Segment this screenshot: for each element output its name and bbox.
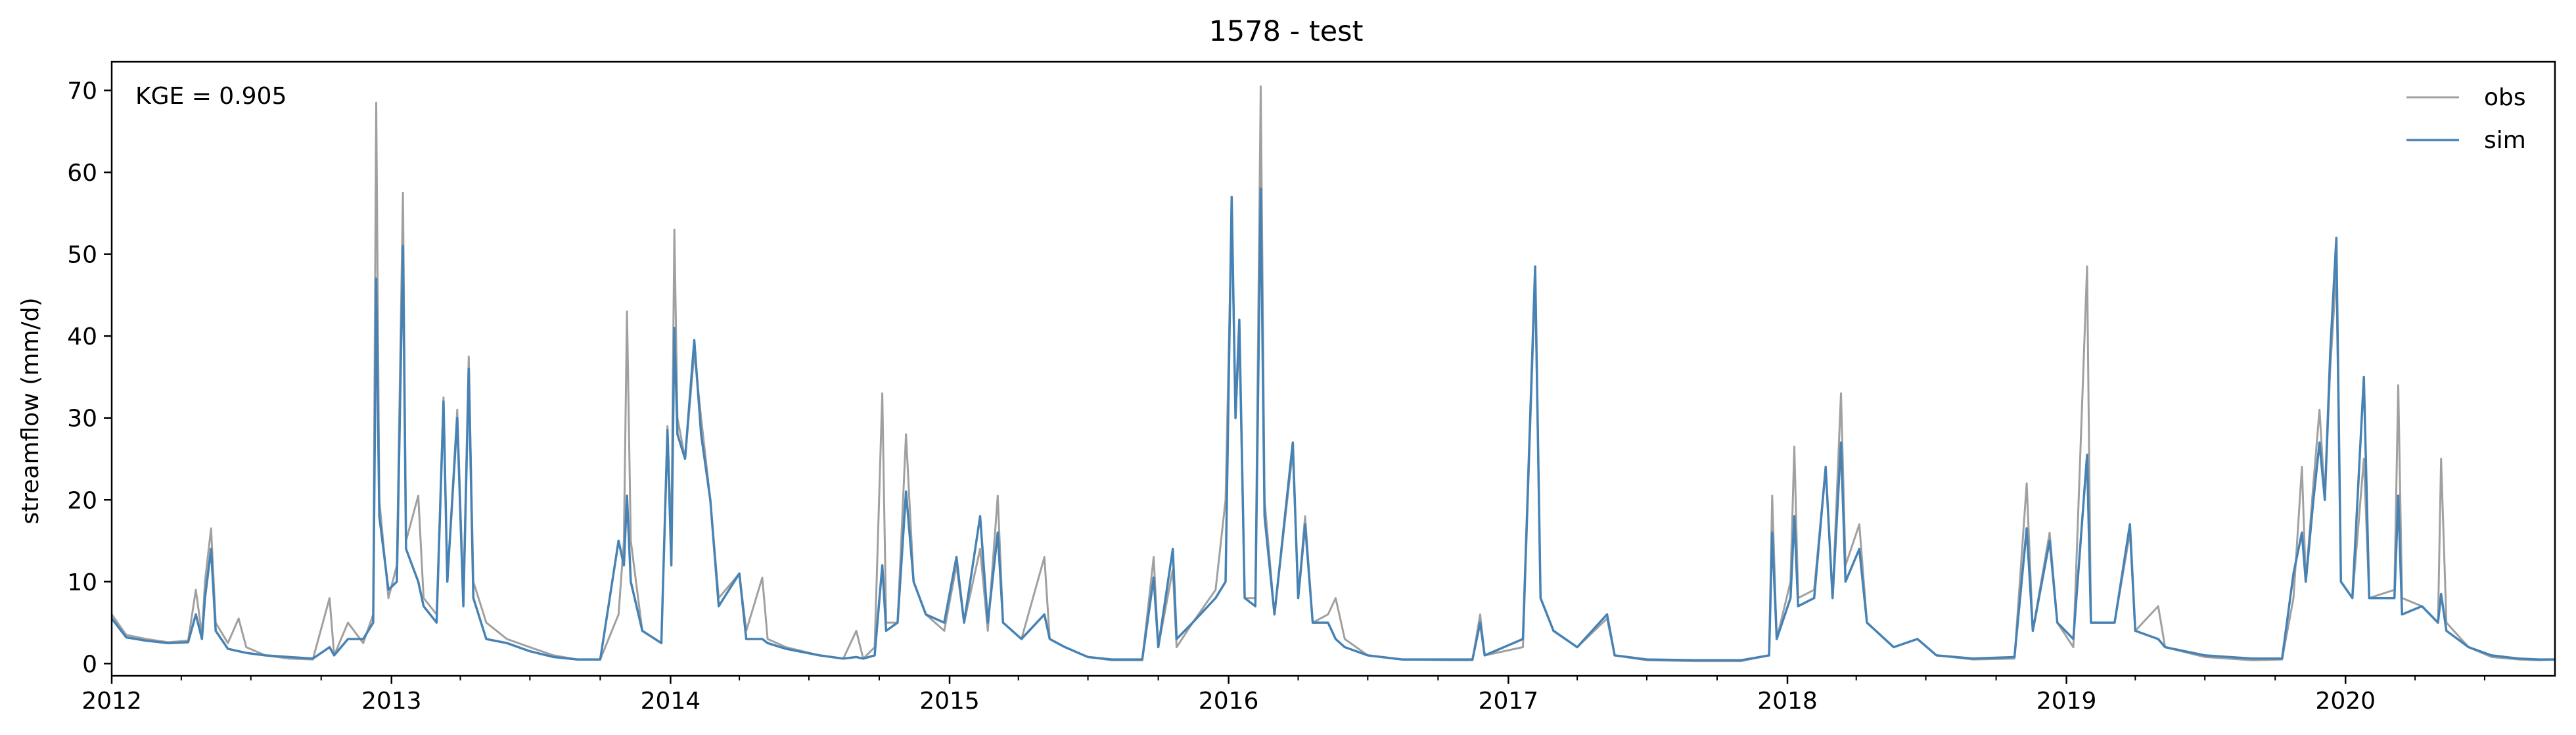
kge-annotation: KGE = 0.905 [135, 83, 287, 110]
chart-title: 1578 - test [1209, 15, 1364, 48]
x-tick-label: 2012 [81, 688, 142, 715]
x-tick-label: 2014 [641, 688, 701, 715]
x-tick-label: 2013 [361, 688, 422, 715]
x-tick-label: 2015 [919, 688, 980, 715]
y-tick-label: 50 [67, 242, 97, 269]
x-tick-label: 2016 [1199, 688, 1259, 715]
y-tick-label: 30 [67, 406, 97, 433]
series-line-sim [112, 187, 2555, 662]
legend-sim-label: sim [2484, 127, 2526, 154]
y-tick-label: 70 [67, 78, 97, 105]
y-tick-label: 20 [67, 487, 97, 514]
plot-area: 0 10 20 30 40 50 60 70 2012 2013 2014 2015 2016 2017 2… [67, 78, 2555, 715]
x-tick-label: 2019 [2036, 688, 2097, 715]
plot-frame [110, 60, 2556, 677]
y-tick-label: 40 [67, 323, 97, 350]
y-tick-label: 60 [67, 160, 97, 187]
x-tick-label: 2018 [1757, 688, 1818, 715]
legend: obs sim [2406, 84, 2526, 154]
x-tick-label: 2020 [2315, 688, 2376, 715]
y-tick-label: 0 [82, 651, 97, 678]
x-tick-label: 2017 [1479, 688, 1539, 715]
legend-obs-label: obs [2484, 84, 2526, 111]
y-tick-label: 10 [67, 569, 97, 596]
y-axis-label: streamflow (mm/d) [17, 298, 44, 525]
